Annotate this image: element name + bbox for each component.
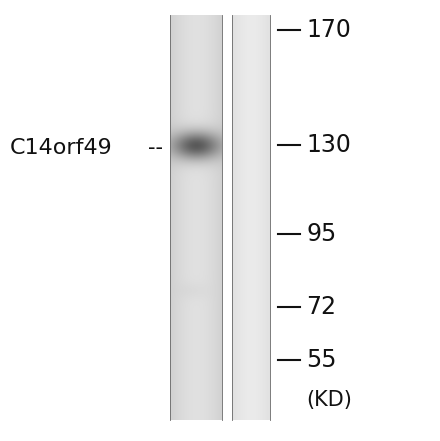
Text: --: -- bbox=[148, 138, 163, 158]
Text: 170: 170 bbox=[306, 18, 351, 42]
Text: 95: 95 bbox=[306, 222, 336, 246]
Text: C14orf49: C14orf49 bbox=[10, 138, 113, 158]
Text: 55: 55 bbox=[306, 348, 337, 372]
Text: 130: 130 bbox=[306, 133, 351, 157]
Text: 72: 72 bbox=[306, 295, 336, 319]
Text: (KD): (KD) bbox=[306, 390, 352, 410]
